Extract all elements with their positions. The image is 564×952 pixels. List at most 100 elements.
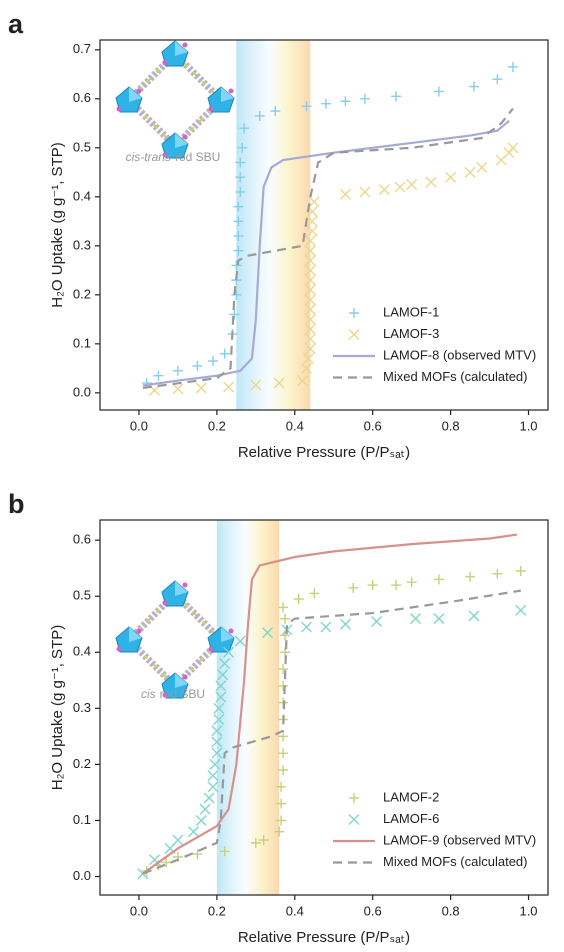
plus-marker <box>433 574 444 585</box>
x-tick-label: 0.4 <box>286 903 304 918</box>
x-marker <box>203 792 215 804</box>
x-marker <box>273 377 285 389</box>
x-marker <box>304 333 316 345</box>
x-marker <box>300 362 312 374</box>
x-tick-label: 0.6 <box>364 903 382 918</box>
x-marker <box>464 166 476 178</box>
metal-node-face <box>129 87 142 102</box>
y-tick-label: 0.1 <box>73 335 91 350</box>
plus-marker <box>235 157 246 168</box>
y-tick-label: 0.4 <box>73 644 91 659</box>
x-tick-label: 0.6 <box>364 418 382 433</box>
x-marker <box>172 834 184 846</box>
x-tick-label: 0.2 <box>208 903 226 918</box>
plus-marker <box>192 360 203 371</box>
plus-marker <box>219 348 230 359</box>
plus-marker <box>254 110 265 121</box>
x-marker <box>250 379 262 391</box>
linker <box>126 51 178 103</box>
node-atom <box>228 628 234 634</box>
plus-marker <box>349 793 359 803</box>
metal-node-face <box>175 133 188 148</box>
x-marker <box>515 604 527 616</box>
plus-marker <box>161 857 172 868</box>
plus-marker <box>340 96 351 107</box>
series-line <box>142 120 510 387</box>
x-marker <box>304 245 316 257</box>
x-marker <box>348 329 360 340</box>
plus-marker <box>391 91 402 102</box>
x-marker <box>172 383 184 395</box>
x-marker <box>211 736 223 748</box>
x-tick-label: 0.0 <box>130 903 148 918</box>
x-marker <box>195 814 207 826</box>
x-marker <box>234 635 246 647</box>
plus-marker <box>258 835 269 846</box>
node-atom <box>116 646 122 652</box>
node-atom <box>162 600 168 606</box>
node-atom <box>208 646 214 652</box>
legend-label: Mixed MOFs (calculated) <box>383 854 527 869</box>
plus-marker <box>270 106 281 117</box>
x-tick-label: 0.4 <box>286 418 304 433</box>
x-marker <box>394 181 406 193</box>
panel-label: b <box>8 489 25 519</box>
y-tick-label: 0.3 <box>73 700 91 715</box>
y-tick-label: 0.1 <box>73 812 91 827</box>
x-marker <box>476 161 488 173</box>
plus-marker <box>274 826 285 837</box>
node-atom <box>208 106 214 112</box>
node-atom <box>116 106 122 112</box>
x-marker <box>304 274 316 286</box>
plus-marker <box>278 731 289 742</box>
linker-accent <box>174 99 222 147</box>
node-atom <box>182 134 188 140</box>
metal-node-face <box>175 41 188 56</box>
x-marker <box>304 323 316 335</box>
x-marker <box>215 691 227 703</box>
x-marker <box>300 621 312 633</box>
y-tick-label: 0.4 <box>73 188 91 203</box>
linker-accent <box>174 53 222 101</box>
plus-marker <box>391 580 402 591</box>
plus-marker <box>229 309 240 320</box>
linker <box>126 591 178 643</box>
x-marker <box>211 725 223 737</box>
plus-marker <box>433 86 444 97</box>
y-tick-label: 0.3 <box>73 237 91 252</box>
x-marker <box>371 615 383 627</box>
plot-area <box>115 520 527 895</box>
plus-marker <box>359 93 370 104</box>
y-tick-label: 0.7 <box>73 41 91 56</box>
plus-marker <box>301 101 312 112</box>
linker <box>126 97 178 149</box>
plus-marker <box>320 98 331 109</box>
panel-label: a <box>8 9 24 39</box>
plus-marker <box>231 289 242 300</box>
x-marker <box>209 758 221 770</box>
metal-node-face <box>221 87 234 102</box>
x-marker <box>339 188 351 200</box>
y-tick-label: 0.5 <box>73 139 91 154</box>
plus-marker <box>233 216 244 227</box>
x-marker <box>433 613 445 625</box>
annotation-text: rod SBU <box>160 687 205 701</box>
plus-marker <box>492 568 503 579</box>
plus-marker <box>192 849 203 860</box>
x-marker <box>297 375 309 387</box>
x-marker <box>207 781 219 793</box>
annotation: cis rod SBU <box>141 687 205 701</box>
x-tick-label: 1.0 <box>519 903 537 918</box>
metal-node-face <box>175 673 188 688</box>
node-atom <box>228 88 234 94</box>
x-axis-title: Relative Pressure (P/Pₛₐₜ) <box>238 929 410 946</box>
x-marker <box>304 343 316 355</box>
y-tick-label: 0.6 <box>73 90 91 105</box>
x-marker <box>308 196 320 208</box>
node-atom <box>182 582 188 588</box>
legend-label: Mixed MOFs (calculated) <box>383 369 527 384</box>
x-marker <box>359 186 371 198</box>
legend-label: LAMOF-9 (observed MTV) <box>383 832 536 847</box>
linker <box>126 637 178 689</box>
